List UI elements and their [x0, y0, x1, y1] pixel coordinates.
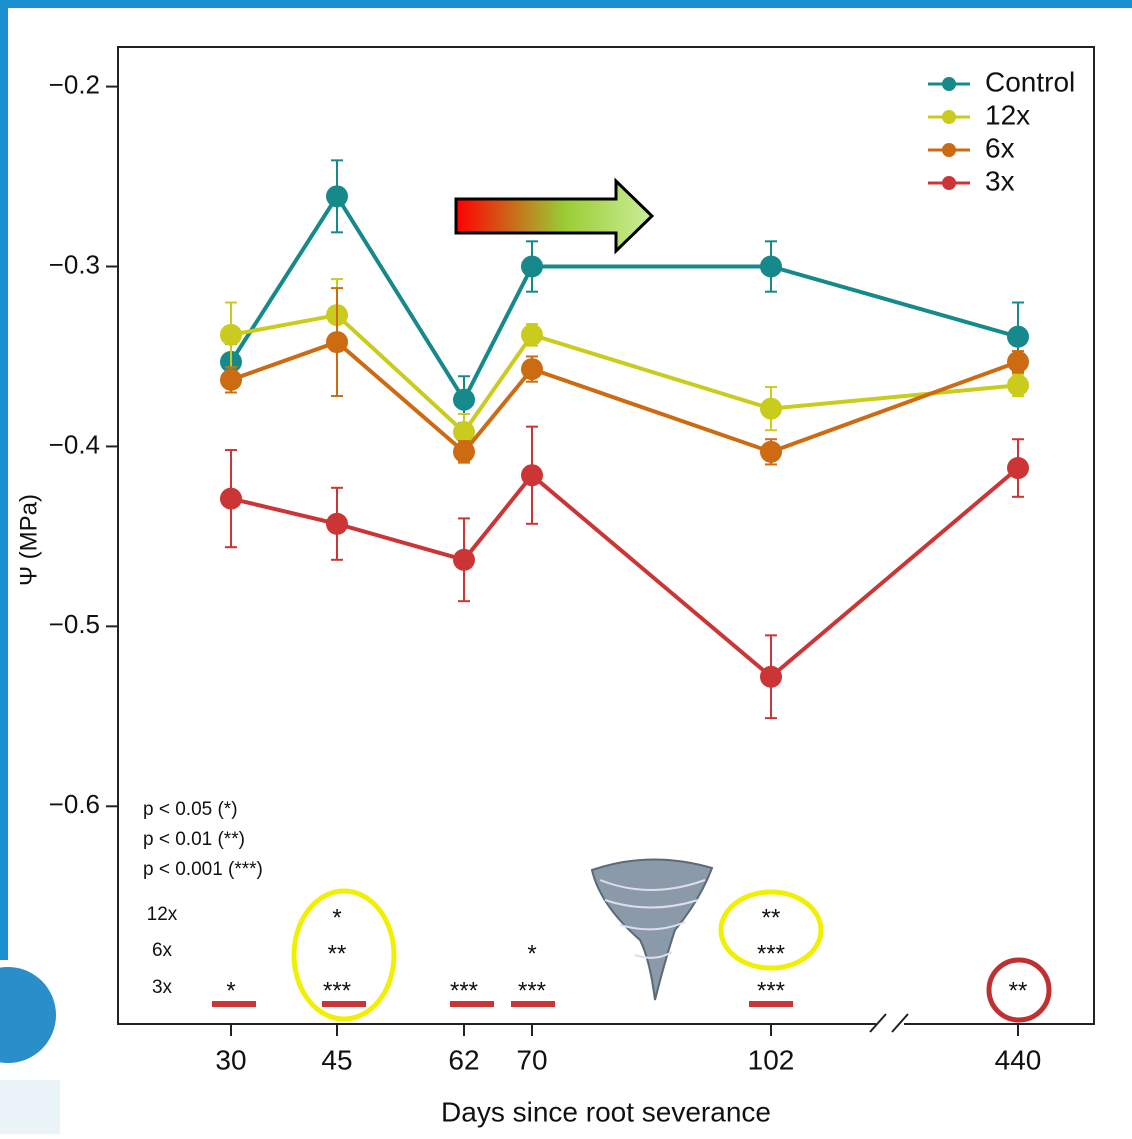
point	[521, 256, 543, 278]
point	[453, 441, 475, 463]
x-axis-title: Days since root severance	[441, 1096, 771, 1127]
sig-mark: ***	[450, 977, 478, 1004]
point	[1007, 326, 1029, 348]
p-legend: p < 0.001 (***)	[143, 859, 263, 880]
point	[521, 464, 543, 486]
point	[760, 666, 782, 688]
point	[760, 398, 782, 420]
point	[760, 256, 782, 278]
x-tick-label: 440	[995, 1044, 1042, 1075]
sig-mark: ***	[518, 977, 546, 1004]
sig-mark: **	[328, 940, 347, 967]
point	[326, 513, 348, 535]
p-legend: p < 0.01 (**)	[143, 829, 245, 850]
y-axis-title: Ψ (MPa)	[15, 494, 42, 586]
x-tick-label: 30	[215, 1044, 246, 1075]
sig-mark: ***	[757, 977, 785, 1004]
sig-mark: *	[226, 977, 235, 1004]
x-tick-label: 45	[321, 1044, 352, 1075]
point	[1007, 457, 1029, 479]
x-tick-label: 70	[516, 1044, 547, 1075]
y-tick-label: −0.2	[49, 69, 100, 99]
point	[521, 324, 543, 346]
arrow	[456, 181, 652, 251]
point	[326, 185, 348, 207]
point	[326, 331, 348, 353]
sig-mark: ***	[757, 940, 785, 967]
top-border	[0, 0, 1132, 8]
chart: Ψ (MPa) Days since root severance −0.2 −0…	[0, 0, 1132, 1134]
legend-label: 12x	[985, 99, 1030, 130]
left-border	[0, 0, 8, 960]
point	[220, 488, 242, 510]
y-tick-label: −0.6	[49, 789, 100, 819]
sig-mark: **	[1009, 977, 1028, 1004]
sig-row-label: 6x	[152, 940, 173, 961]
legend-marker	[942, 110, 956, 124]
point	[453, 549, 475, 571]
legend-label: 6x	[985, 132, 1015, 163]
point	[760, 441, 782, 463]
sig-row-label: 3x	[152, 977, 173, 998]
x-tick-label: 62	[448, 1044, 479, 1075]
point	[220, 369, 242, 391]
sig-mark: *	[527, 940, 536, 967]
series-line	[231, 315, 1018, 432]
legend-label: Control	[985, 66, 1075, 97]
logo	[0, 967, 60, 1134]
sig-mark: ***	[323, 977, 351, 1004]
legend-marker	[942, 77, 956, 91]
series-line	[231, 468, 1018, 677]
point	[521, 358, 543, 380]
y-tick-label: −0.3	[49, 249, 100, 279]
legend-marker	[942, 143, 956, 157]
legend-label: 3x	[985, 165, 1015, 196]
sig-mark: *	[332, 904, 341, 931]
y-tick-label: −0.5	[49, 609, 100, 639]
point	[453, 389, 475, 411]
y-tick-label: −0.4	[49, 429, 100, 459]
x-tick-label: 102	[748, 1044, 795, 1075]
point	[1007, 374, 1029, 396]
tornado	[592, 859, 712, 1000]
point	[220, 324, 242, 346]
point	[1007, 351, 1029, 373]
sig-mark: **	[762, 904, 781, 931]
p-legend: p < 0.05 (*)	[143, 799, 238, 820]
legend-marker	[942, 176, 956, 190]
sig-row-label: 12x	[147, 904, 178, 925]
